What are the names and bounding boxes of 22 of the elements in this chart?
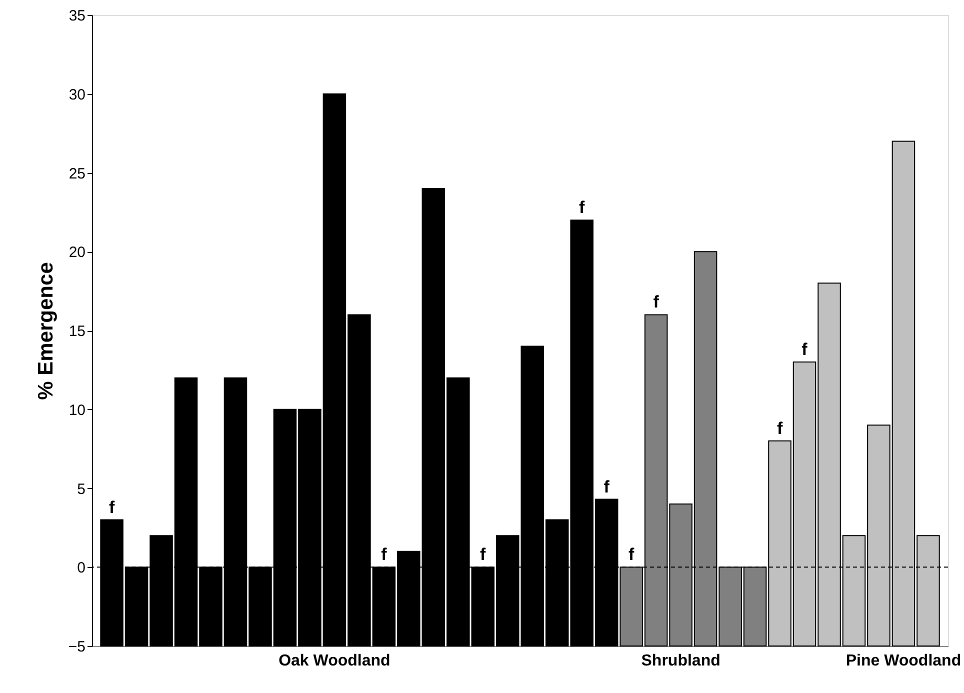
- data-label: f: [480, 545, 486, 564]
- data-label: f: [108, 498, 115, 517]
- y-tick-label: 35: [68, 8, 86, 24]
- data-label: f: [381, 545, 388, 564]
- data-label: f: [628, 545, 634, 564]
- y-tick-label: 10: [68, 402, 86, 419]
- data-label: f: [579, 198, 586, 218]
- data-label: f: [653, 292, 660, 312]
- y-tick-label: 0: [77, 560, 86, 577]
- y-tick-label: 20: [68, 244, 86, 262]
- y-tick-label: 5: [77, 480, 86, 498]
- y-tick-label: 15: [68, 323, 86, 340]
- x-tick-label: Shrubland: [641, 652, 720, 670]
- y-tick-label: −5: [68, 638, 86, 656]
- data-label: f: [604, 477, 610, 496]
- data-label: f: [802, 340, 808, 360]
- data-label: f: [776, 418, 783, 438]
- y-tick-label: 25: [68, 165, 86, 182]
- y-tick-label: 30: [68, 86, 86, 104]
- x-tick-label: Pine Woodland: [846, 652, 962, 670]
- y-axis-title: % Emergence: [34, 262, 58, 400]
- x-tick-label: Oak Woodland: [278, 652, 390, 670]
